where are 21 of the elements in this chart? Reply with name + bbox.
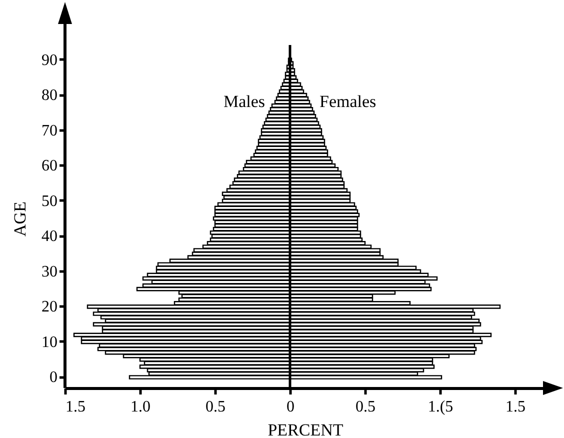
x-tick-label: 1.5 [506,398,526,416]
y-tick-label: 90 [42,52,58,69]
series-label: Males [223,92,265,112]
x-tick-label: 1.5 [66,398,86,416]
x-tick-label: 0.5 [356,398,376,416]
y-tick-label: 50 [42,192,58,210]
x-tick-label: 0.5 [206,398,226,416]
x-axis-title: PERCENT [268,420,344,438]
y-tick-label: 10 [42,334,58,351]
x-tick-label: 0 [286,398,294,416]
y-tick-label: 20 [42,298,58,316]
series-label: Females [320,92,376,112]
y-tick-label: 30 [42,263,58,280]
y-axis-title: AGE [10,202,30,236]
x-tick-label: 1.(5 [428,398,454,416]
x-tick-label: 1.0 [130,398,150,416]
y-tick-label: 70 [42,122,58,140]
y-tick-label: 60 [42,158,58,175]
y-tick-label: 40 [42,228,58,246]
y-tick-label: 0 [50,369,58,386]
y-tick-label: 80 [42,87,58,104]
